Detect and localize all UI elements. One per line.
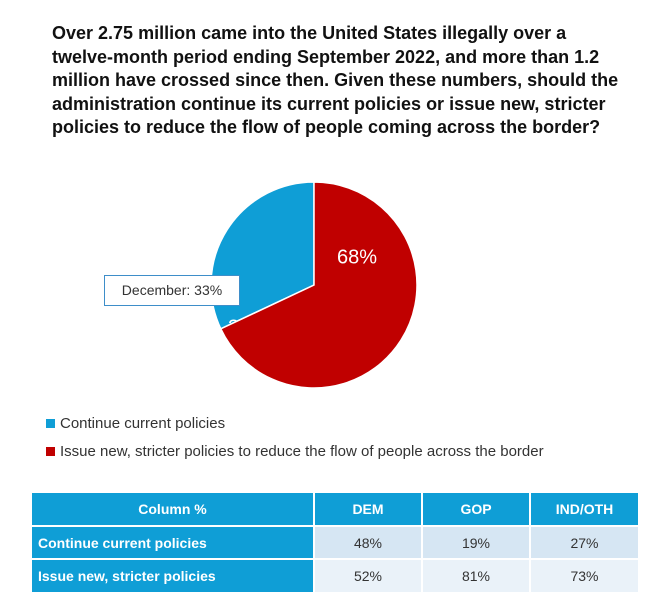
cell-continue-gop: 19%: [422, 525, 531, 559]
pie-chart-svg: 32%68%: [210, 181, 418, 389]
legend-label-continue: Continue current policies: [60, 415, 226, 432]
row-label-stricter: Issue new, stricter policies: [32, 558, 315, 592]
table-header-ind-oth: IND/OTH: [530, 493, 638, 526]
pie-slice-stricter: [219, 181, 418, 389]
legend-item-continue: Continue current policies: [46, 414, 544, 433]
legend-swatch-stricter: [46, 447, 55, 456]
cell-continue-dem: 48%: [314, 525, 423, 559]
cell-continue-ind-oth: 27%: [530, 525, 638, 559]
party-breakdown-table: Column % DEM GOP IND/OTH Continue curren…: [32, 493, 638, 592]
chart-legend: Continue current policies Issue new, str…: [46, 414, 544, 470]
pie-label-stricter: 68%: [337, 246, 377, 268]
legend-item-stricter: Issue new, stricter policies to reduce t…: [46, 442, 544, 461]
cell-stricter-dem: 52%: [314, 558, 423, 592]
pie-chart: 32%68%: [0, 160, 648, 410]
question-text: Over 2.75 million came into the United S…: [52, 23, 619, 137]
table-row: Issue new, stricter policies 52% 81% 73%: [32, 558, 638, 592]
row-label-continue: Continue current policies: [32, 525, 315, 559]
cell-stricter-gop: 81%: [422, 558, 531, 592]
table-header-column: Column %: [32, 493, 315, 526]
table-header-row: Column % DEM GOP IND/OTH: [32, 493, 638, 526]
december-callout: December: 33%: [104, 275, 240, 306]
legend-label-stricter: Issue new, stricter policies to reduce t…: [60, 443, 544, 460]
table-row: Continue current policies 48% 19% 27%: [32, 525, 638, 559]
legend-swatch-continue: [46, 419, 55, 428]
table-header-gop: GOP: [422, 493, 531, 526]
cell-stricter-ind-oth: 73%: [530, 558, 638, 592]
table-header-dem: DEM: [314, 493, 423, 526]
